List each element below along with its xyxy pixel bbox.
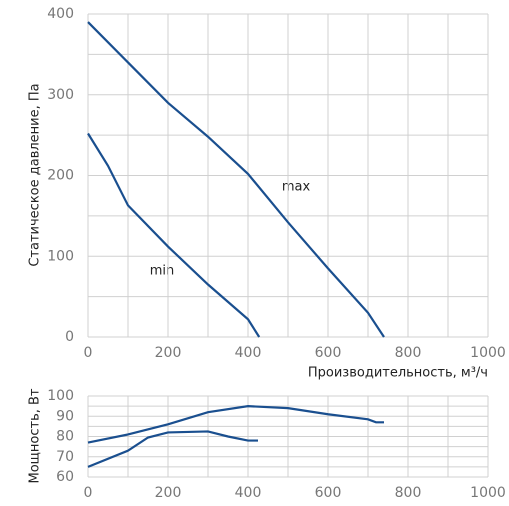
x-tick-label: 600 bbox=[315, 485, 342, 501]
y-tick-label: 80 bbox=[56, 429, 74, 445]
y-axis-title: Статическое давление, Па bbox=[28, 83, 43, 266]
series-label: max bbox=[282, 180, 311, 195]
line bbox=[87, 430, 258, 468]
x-tick-label: 1000 bbox=[470, 345, 506, 361]
x-tick-label: 800 bbox=[395, 485, 422, 501]
series-label: min bbox=[150, 264, 175, 279]
y-tick-label: 100 bbox=[47, 388, 74, 404]
y-tick-label: 100 bbox=[47, 248, 74, 264]
y-tick-label: 200 bbox=[47, 168, 74, 184]
x-tick-label: 400 bbox=[235, 485, 262, 501]
x-tick-label: 0 bbox=[84, 345, 93, 361]
y-tick-label: 70 bbox=[56, 449, 74, 465]
line bbox=[87, 405, 384, 444]
y-tick-label: 90 bbox=[56, 408, 74, 424]
y-axis-title: Мощность, Вт bbox=[28, 388, 43, 483]
x-tick-label: 200 bbox=[155, 345, 182, 361]
line bbox=[87, 132, 261, 338]
x-tick-label: 400 bbox=[235, 345, 262, 361]
x-tick-label: 1000 bbox=[470, 485, 506, 501]
y-tick-label: 400 bbox=[47, 6, 74, 22]
y-tick-label: 300 bbox=[47, 87, 74, 103]
x-tick-label: 200 bbox=[155, 485, 182, 501]
x-tick-label: 0 bbox=[84, 485, 93, 501]
line bbox=[87, 21, 385, 338]
x-axis-title: Производительность, м³/ч bbox=[308, 366, 488, 381]
x-tick-label: 600 bbox=[315, 345, 342, 361]
y-tick-label: 0 bbox=[65, 329, 74, 345]
y-tick-label: 60 bbox=[56, 469, 74, 485]
x-tick-label: 800 bbox=[395, 345, 422, 361]
